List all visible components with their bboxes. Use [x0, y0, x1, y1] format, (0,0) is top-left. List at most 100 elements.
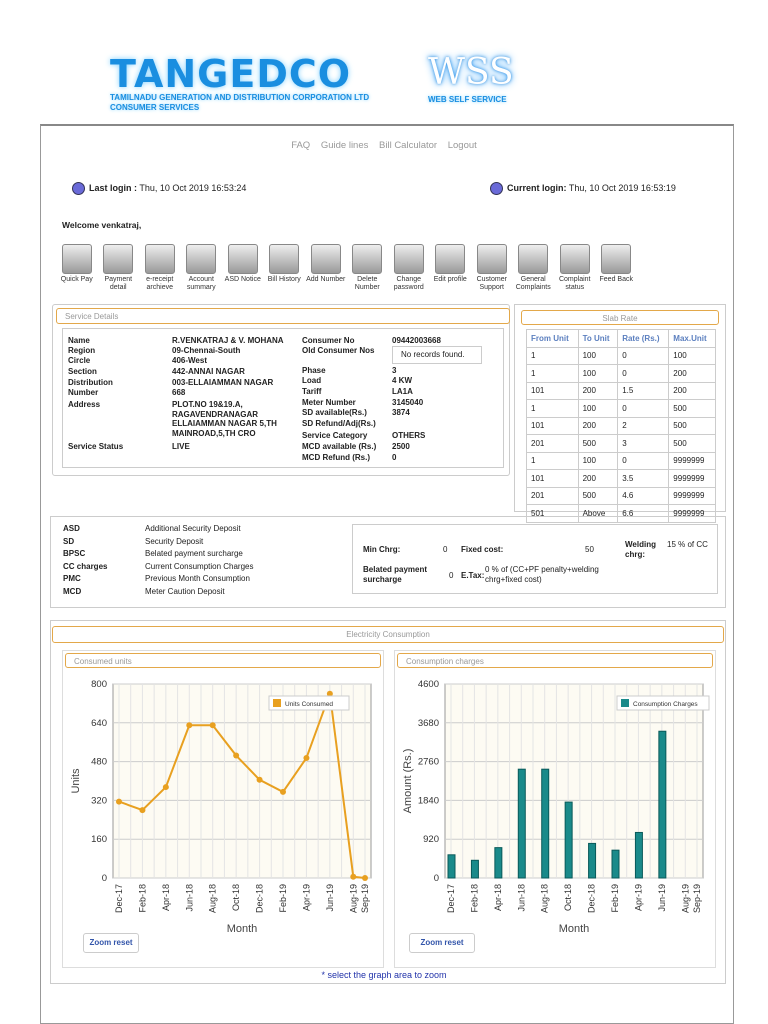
top-nav: FAQ Guide lines Bill Calculator Logout [0, 140, 768, 151]
clock-icon [490, 182, 503, 195]
slab-rate-table: From Unit To Unit Rate (Rs.) Max.Unit 1 100 0 1… [526, 329, 716, 523]
field-value: 0 [392, 453, 397, 462]
quick-link[interactable]: General Complaints [513, 244, 555, 292]
calculator-icon [269, 244, 300, 274]
bar[interactable] [447, 854, 456, 879]
zoom-reset-button[interactable]: Zoom reset [409, 933, 475, 953]
table-cell: 0 [617, 346, 670, 365]
quick-link-label: Bill History [267, 276, 301, 283]
etax-value: 0 % of (CC+PF penalty+welding chrg+fixed… [485, 565, 599, 584]
table-row: 501 Above 6.6 9999999 [526, 504, 716, 523]
table-cell: 3.5 [617, 469, 670, 488]
quick-link[interactable]: Add Number [305, 244, 347, 292]
x-tick-label: Feb-18 [137, 884, 147, 913]
quick-link[interactable]: Delete Number [347, 244, 389, 292]
x-axis-label: Month [227, 923, 258, 935]
quick-link-label: Add Number [306, 276, 346, 283]
quick-link[interactable]: Complaint status [554, 244, 596, 292]
quick-link[interactable]: Edit profile [430, 244, 472, 292]
data-point[interactable] [186, 722, 193, 729]
payment-icon [103, 244, 134, 274]
consumption-charges-chart[interactable]: Consumption charges 0 920 1840 2760 3680 4600… [394, 650, 716, 968]
bar[interactable] [494, 847, 503, 879]
last-login: Last login : Thu, 10 Oct 2019 16:53:24 [72, 182, 246, 195]
quick-link[interactable]: Bill History [264, 244, 306, 292]
field-value: 3 [392, 366, 397, 375]
bar[interactable] [634, 831, 643, 879]
nav-logout[interactable]: Logout [447, 140, 477, 151]
data-point[interactable] [303, 754, 310, 761]
bar[interactable] [611, 849, 620, 879]
table-cell: 0 [617, 451, 670, 470]
nav-guidelines[interactable]: Guide lines [320, 140, 369, 151]
data-point[interactable] [256, 776, 263, 783]
bar[interactable] [564, 801, 573, 879]
field-value: 3145040 [392, 398, 424, 407]
quick-link[interactable]: ASD Notice [222, 244, 264, 292]
bar[interactable] [517, 768, 526, 879]
quick-link-label: Customer Support [476, 276, 507, 291]
field-label: Old Consumer Nos [302, 346, 375, 355]
abbr-meaning: Security Deposit [145, 536, 204, 546]
field-label: Tariff [302, 387, 322, 396]
quick-link[interactable]: Payment detail [98, 244, 140, 292]
bar[interactable] [658, 730, 667, 879]
charges-bar-chart[interactable]: 0 920 1840 2760 3680 4600 Dec-17 Feb-18 Apr-18 Ju… [395, 670, 717, 940]
data-point[interactable] [116, 798, 122, 805]
data-point[interactable] [139, 807, 146, 814]
table-cell: 2 [617, 416, 670, 435]
field-value: OTHERS [392, 431, 426, 440]
bar[interactable] [541, 768, 550, 879]
quick-link[interactable]: e-receipt archieve [139, 244, 181, 292]
welcome-text: Welcome venkatraj, [62, 220, 142, 230]
table-cell: 100 [577, 346, 619, 365]
field-value: 2500 [392, 442, 410, 451]
quick-link-label: Change password [393, 276, 424, 291]
quick-link[interactable]: Account summary [181, 244, 223, 292]
brand-subtitle: TAMILNADU GENERATION AND DISTRIBUTION CO… [110, 93, 370, 112]
data-point[interactable] [326, 690, 333, 697]
table-cell: 500 [577, 434, 619, 453]
field-value: 4 KW [392, 376, 412, 385]
field-value: 003-ELLAIAMMAN NAGAR [172, 378, 274, 387]
y-axis-label: Units [70, 768, 82, 794]
add-user-icon [310, 244, 341, 274]
quick-link[interactable]: Customer Support [471, 244, 513, 292]
data-point[interactable] [280, 788, 286, 795]
data-point[interactable] [350, 873, 357, 880]
field-label: Service Status [68, 442, 124, 451]
x-tick-label: Apr-19 [633, 884, 643, 911]
bar[interactable] [470, 859, 479, 879]
data-point[interactable] [209, 722, 216, 729]
consumed-units-chart[interactable]: Consumed units 0 160 320 480 640 800 Dec-17 Feb… [62, 650, 384, 968]
table-cell: 9999999 [668, 486, 716, 505]
zoom-reset-button[interactable]: Zoom reset [83, 933, 139, 953]
x-tick-label: Feb-19 [278, 884, 288, 913]
fixed-cost-value: 50 [585, 545, 594, 554]
abbreviations-panel: ASD Additional Security Deposit SD Security… [50, 516, 726, 608]
nav-faq[interactable]: FAQ [291, 140, 311, 151]
data-point[interactable] [162, 784, 169, 791]
bar[interactable] [588, 842, 597, 879]
data-point[interactable] [233, 752, 240, 759]
field-value: LA1A [392, 387, 413, 396]
data-point[interactable] [362, 875, 368, 881]
quick-link[interactable]: Change password [388, 244, 430, 292]
mail-icon [601, 244, 632, 274]
table-cell: 101 [526, 381, 579, 400]
field-value: 3874 [392, 408, 410, 417]
zoom-hint: * select the graph area to zoom [321, 970, 447, 980]
table-cell: 1 [526, 364, 579, 383]
field-label: Load [302, 376, 322, 385]
quick-link[interactable]: Feed Back [596, 244, 638, 292]
field-label: Circle [68, 356, 91, 365]
quick-link-label: Account summary [186, 276, 216, 291]
archive-icon [144, 244, 175, 274]
table-cell: 200 [668, 381, 716, 400]
abbr-term: ASD [63, 524, 80, 533]
quick-link[interactable]: Quick Pay [56, 244, 98, 292]
nav-bill-calculator[interactable]: Bill Calculator [379, 140, 438, 151]
y-tick-label: 1840 [418, 795, 439, 806]
units-line-chart[interactable]: 0 160 320 480 640 800 Dec-17 Feb-18 Apr-18 Jun-18… [63, 670, 385, 940]
quick-link-label: Delete Number [354, 276, 380, 291]
